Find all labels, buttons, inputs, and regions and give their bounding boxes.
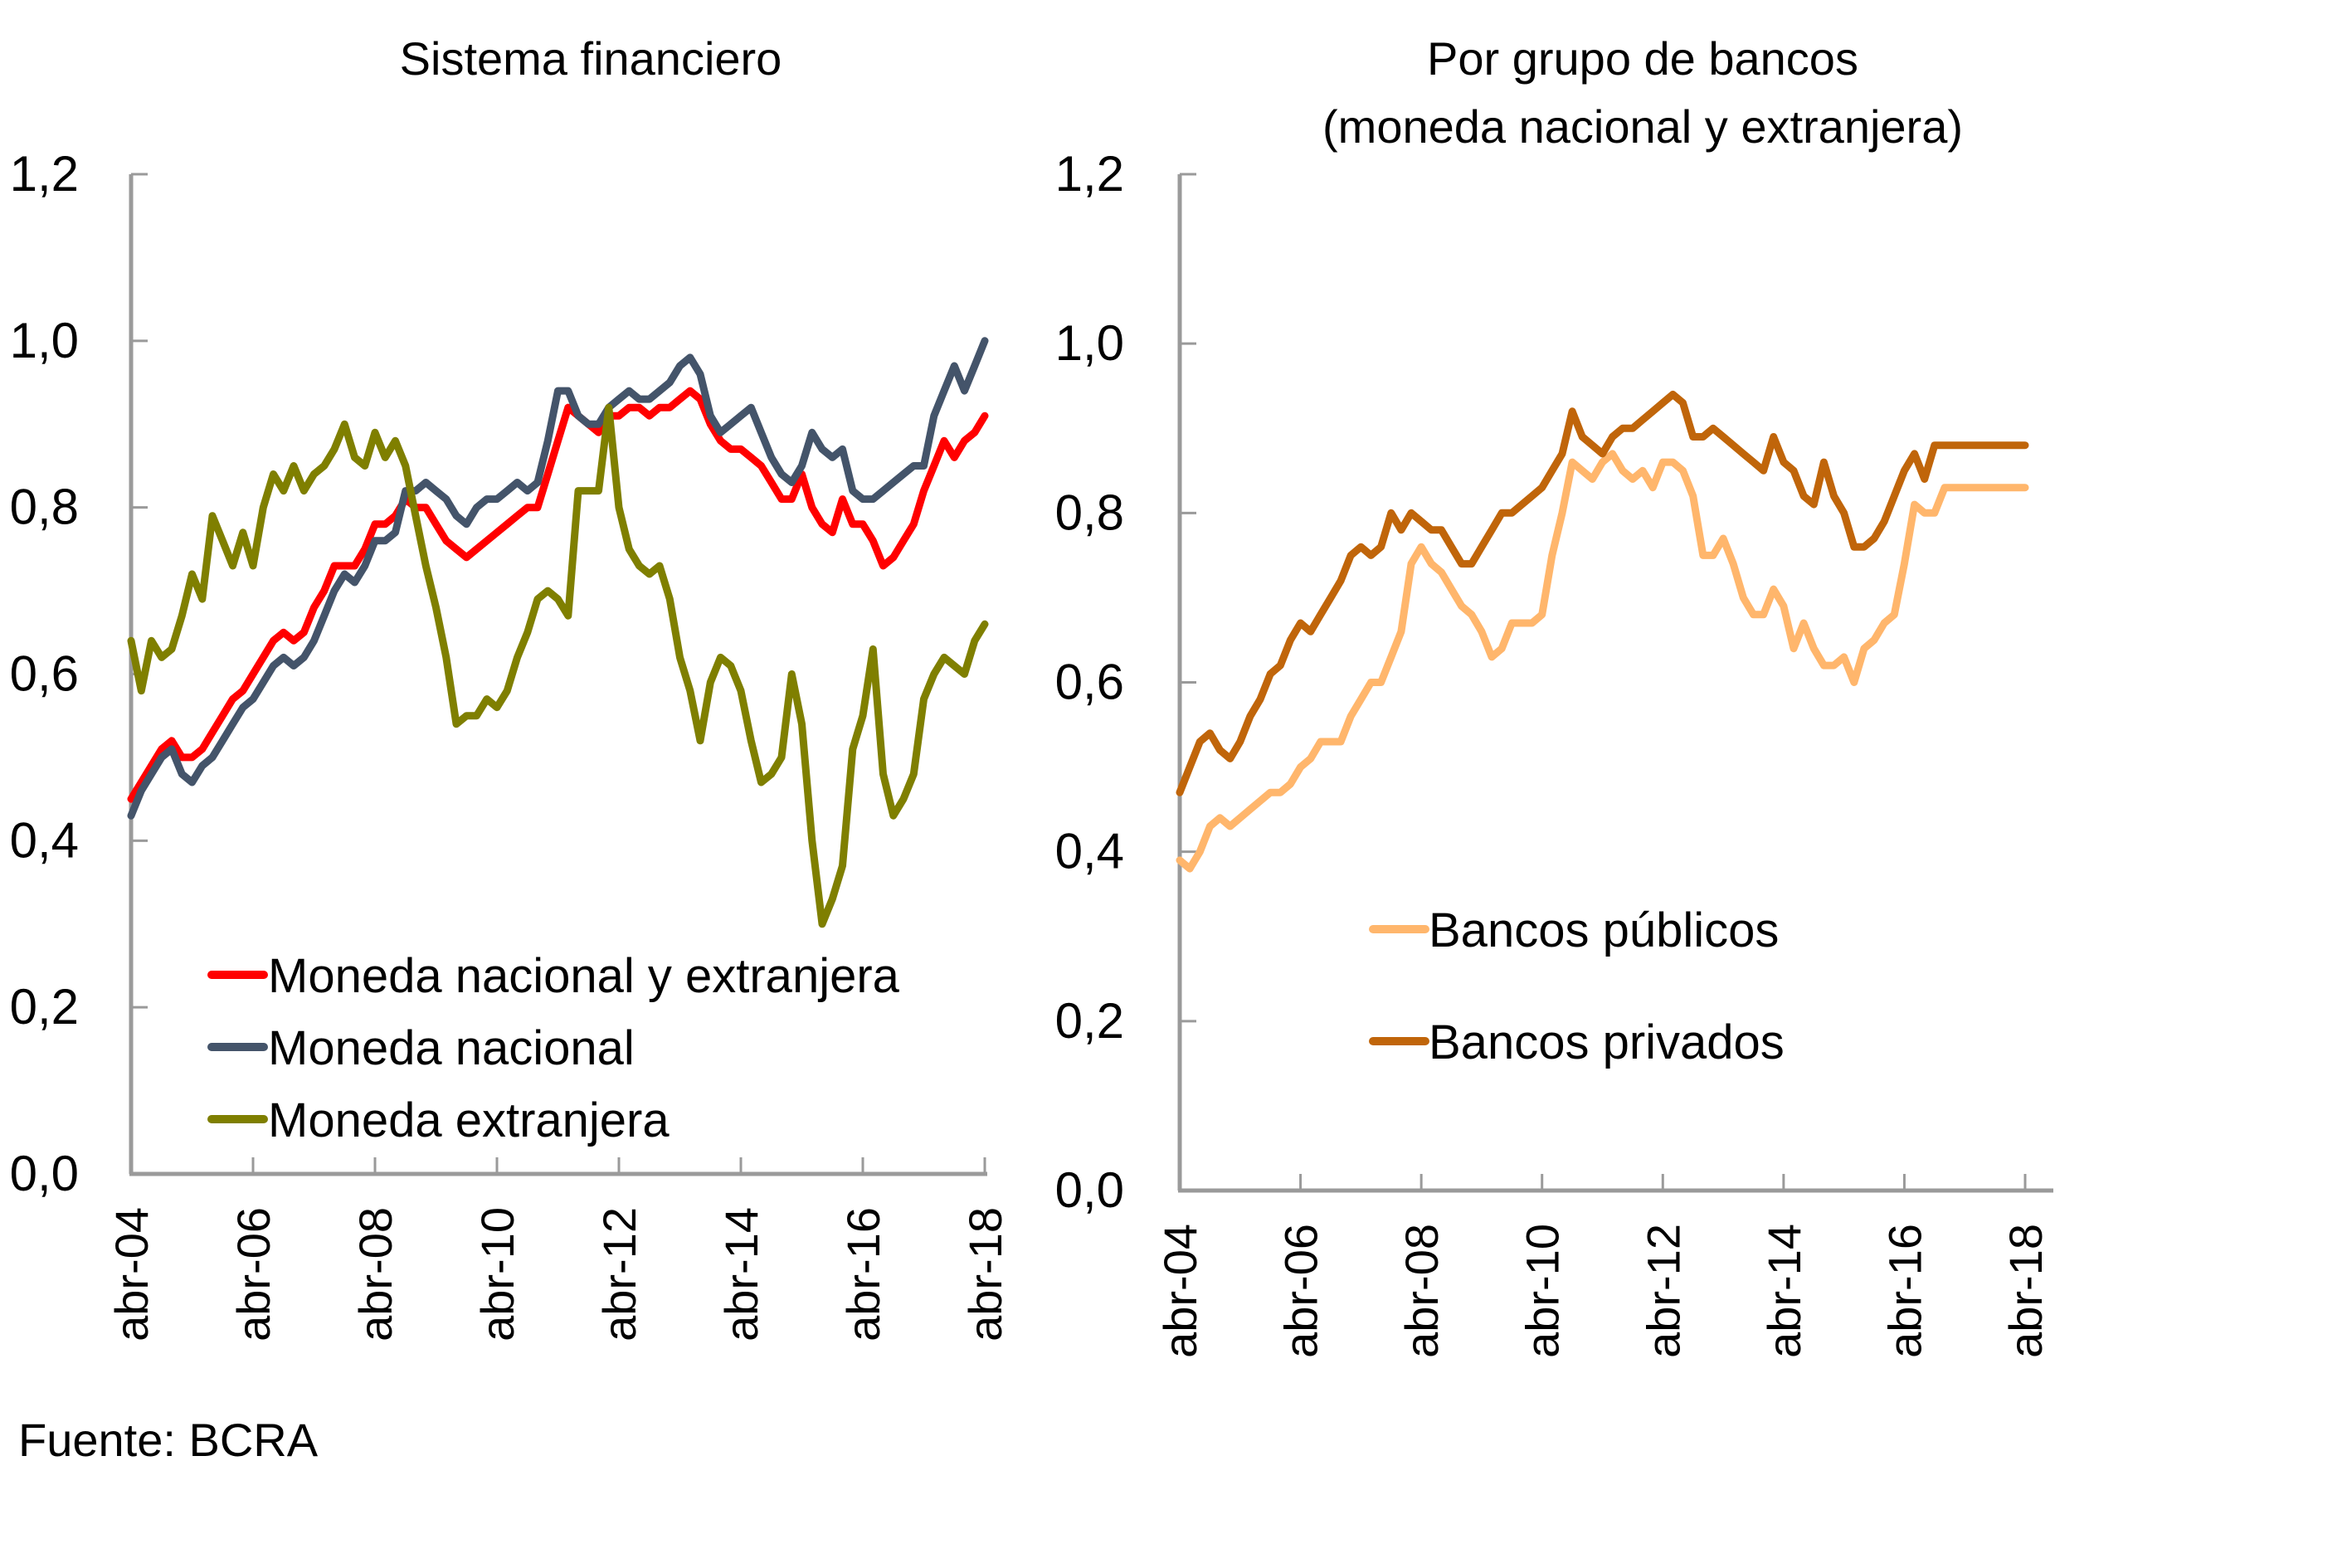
y-tick-label: 1,0 — [1055, 315, 1124, 371]
series-line-moneda-nacional — [127, 337, 989, 820]
x-tick-label: abr-18 — [1999, 1224, 2052, 1358]
x-tick-label: abr-16 — [1878, 1224, 1931, 1358]
x-axis-ticks: abr-04 abr-06 abr-08 abr-10 abr-12 abr-14 abr-… — [105, 1157, 1011, 1342]
x-tick-label: abr-10 — [1517, 1224, 1569, 1358]
y-tick-label: 1,0 — [10, 313, 79, 368]
chart-title-line-2: (moneda nacional y extranjera) — [1322, 100, 1963, 153]
y-tick-label: 0,6 — [10, 646, 79, 702]
x-tick-label: abr-14 — [1758, 1224, 1810, 1358]
legend-label-bancos-privados: Bancos privados — [1429, 1015, 1785, 1069]
chart-panel-por-grupo-de-bancos: Por grupo de bancos (moneda nacional y e… — [1055, 32, 2053, 1358]
y-tick-label: 0,8 — [10, 480, 79, 535]
y-tick-label: 1,2 — [10, 146, 79, 202]
x-tick-label: abr-06 — [227, 1207, 280, 1342]
source-note: Fuente: BCRA — [18, 1414, 319, 1466]
series-line-moneda-extranjera — [127, 403, 989, 928]
legend-label-moneda-nacional: Moneda nacional — [268, 1021, 635, 1075]
chart-title-line-1: Por grupo de bancos — [1427, 32, 1858, 85]
x-tick-label: abr-04 — [105, 1207, 158, 1342]
x-tick-label: abr-08 — [349, 1207, 402, 1342]
y-tick-label: 0,0 — [10, 1146, 79, 1201]
legend-label-moneda-extranjera: Moneda extranjera — [268, 1093, 670, 1147]
chart-title: Sistema financiero — [400, 32, 782, 85]
x-tick-label: abr-06 — [1275, 1224, 1327, 1358]
series-line-bancos-publicos — [1176, 450, 2029, 873]
y-tick-label: 0,8 — [1055, 485, 1124, 540]
series-group — [127, 337, 989, 928]
x-tick-label: abr-14 — [715, 1207, 767, 1342]
y-tick-label: 0,0 — [1055, 1162, 1124, 1218]
legend: Moneda nacional y extranjera Moneda naci… — [207, 949, 900, 1147]
x-tick-label: abr-08 — [1395, 1224, 1448, 1358]
series-line-moneda-nacional-y-extranjera — [127, 387, 989, 803]
y-tick-label: 0,6 — [1055, 655, 1124, 710]
series-group — [1176, 390, 2029, 873]
legend-label-moneda-nacional-y-extranjera: Moneda nacional y extranjera — [268, 949, 900, 1003]
x-axis-ticks: abr-04 abr-06 abr-08 abr-10 abr-12 abr-14 abr-… — [1154, 1174, 2052, 1358]
x-tick-label: abr-04 — [1154, 1224, 1206, 1358]
y-tick-label: 0,4 — [10, 812, 79, 868]
y-tick-label: 0,2 — [10, 979, 79, 1035]
y-axis-ticks: 0,0 0,2 0,4 0,6 0,8 1,0 1,2 — [10, 146, 148, 1201]
x-tick-label: abr-12 — [593, 1207, 645, 1342]
legend-label-bancos-publicos: Bancos públicos — [1429, 903, 1779, 957]
x-tick-label: abr-12 — [1637, 1224, 1689, 1358]
legend: Bancos públicos Bancos privados — [1369, 903, 1785, 1069]
y-tick-label: 1,2 — [1055, 146, 1124, 202]
y-axis-ticks: 0,0 0,2 0,4 0,6 0,8 1,0 1,2 — [1055, 146, 1196, 1218]
x-tick-label: abr-10 — [471, 1207, 523, 1342]
series-line-bancos-privados — [1176, 390, 2029, 796]
x-tick-label: abr-16 — [837, 1207, 889, 1342]
chart-panel-sistema-financiero: Sistema financiero 0,0 0,2 0,4 0,6 0,8 1,0 1,2… — [10, 32, 1011, 1342]
x-tick-label: abr-18 — [959, 1207, 1011, 1342]
y-tick-label: 0,4 — [1055, 824, 1124, 879]
y-tick-label: 0,2 — [1055, 993, 1124, 1049]
